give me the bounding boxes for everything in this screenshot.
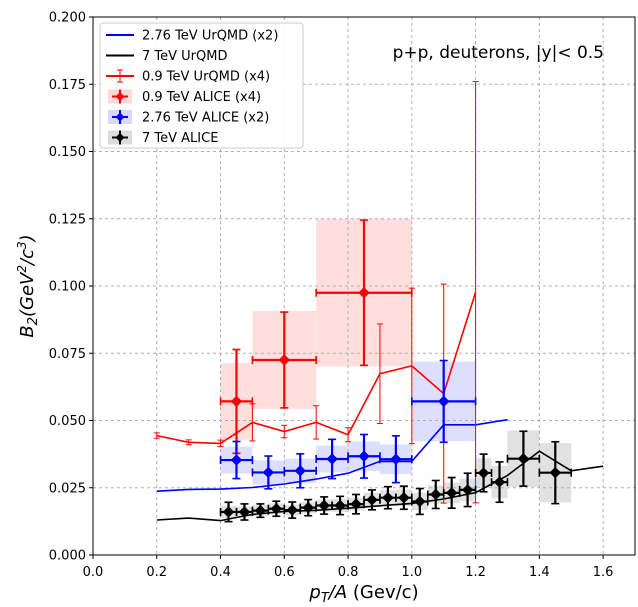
data-points-layer [219, 219, 573, 523]
2-76-tev-alice-x2-point [390, 453, 402, 465]
legend-7-tev-alice-swatch-marker [115, 133, 125, 142]
0-9-tev-alice-x4-point [358, 287, 370, 299]
0-9-tev-alice-x4-point [278, 354, 291, 366]
y-tick-label: 0.025 [49, 481, 86, 496]
legend-0-9-tev-urqmd-x4-label: 0.9 TeV UrQMD (x4) [142, 70, 270, 85]
x-tick-label: 1.0 [401, 565, 422, 580]
7-tev-alice-point [549, 466, 562, 479]
7-tev-alice-point [270, 503, 283, 515]
x-tick-label: 0.2 [146, 565, 167, 580]
2-76-tev-alice-x2-point [437, 395, 450, 408]
x-tick-label: 1.6 [593, 565, 614, 580]
7-tev-alice-point [430, 488, 442, 501]
legend-2-76-tev-alice-x2-label: 2.76 TeV ALICE (x2) [142, 111, 269, 126]
y-axis-label: B2(GeV2/c3) [15, 234, 41, 337]
legend-7-tev-alice-label: 7 TeV ALICE [142, 131, 218, 146]
y-tick-label: 0.175 [49, 78, 86, 93]
legend-2-76-tev-urqmd-x2-label: 2.76 TeV UrQMD (x2) [142, 29, 278, 44]
y-tick-label: 0.050 [49, 414, 86, 429]
7-tev-alice-point [445, 487, 458, 499]
7-tev-alice-point [318, 499, 330, 512]
legend-7-tev-urqmd-label: 7 TeV UrQMD [142, 49, 227, 64]
7-tev-alice-point [334, 499, 346, 512]
x-axis-label: pT/A (Gev/c) [308, 582, 418, 603]
y-tick-label: 0.075 [49, 347, 86, 362]
7-tev-alice-point [461, 484, 474, 496]
y-tick-label: 0.100 [49, 280, 86, 295]
x-tick-label: 0.6 [274, 565, 295, 580]
x-tick-label: 1.2 [465, 565, 486, 580]
y-tick-label: 0.125 [49, 212, 86, 227]
7-tev-alice-point [350, 498, 362, 510]
2-76-tev-alice-x2-point [294, 465, 306, 477]
legend-box [99, 22, 304, 149]
7-tev-alice-point [382, 491, 394, 504]
0-9-tev-alice-x4-point [230, 395, 243, 408]
7-tev-alice-point [254, 504, 267, 517]
x-tick-label: 1.4 [529, 565, 550, 580]
x-tick-label: 0.0 [83, 565, 104, 580]
chart-annotation: p+p, deuterons, |y|< 0.5 [393, 43, 604, 63]
7-tev-alice-point [222, 506, 235, 518]
x-tick-label: 0.4 [210, 565, 231, 580]
7-tev-alice-point [493, 476, 506, 488]
7-tev-alice-point [238, 506, 251, 518]
legend-2-76-tev-alice-x2-swatch-marker [115, 112, 125, 122]
legend-0-9-tev-alice-x4-swatch-marker [115, 92, 125, 101]
7-tev-alice-point [398, 491, 410, 504]
7-tev-alice-point [366, 494, 378, 506]
7-tev-alice-point [477, 467, 490, 479]
axis-ticks-layer: 0.0 0.2 0.4 0.6 0.8 1.0 1.2 1.4 1.6 0.000 0.025 0.0… [49, 11, 614, 581]
y-tick-label: 0.150 [49, 145, 86, 160]
7-tev-alice-point [286, 504, 298, 516]
2-76-tev-alice-x2-point [326, 453, 338, 465]
x-tick-label: 0.8 [338, 565, 359, 580]
2-76-tev-alice-x2-point [262, 466, 275, 479]
y-tick-label: 0.000 [49, 549, 86, 564]
2-76-tev-alice-x2-point [358, 450, 370, 462]
7-tev-alice-point [302, 501, 314, 514]
y-tick-label: 0.200 [49, 11, 86, 26]
7-tev-alice-point [414, 495, 426, 508]
legend: 2.76 TeV UrQMD (x2) 7 TeV UrQMD 0.9 TeV Ur… [99, 22, 304, 149]
7-tev-alice-point [517, 452, 530, 465]
2-76-tev-alice-x2-point [230, 454, 243, 466]
legend-0-9-tev-alice-x4-label: 0.9 TeV ALICE (x4) [142, 90, 261, 105]
